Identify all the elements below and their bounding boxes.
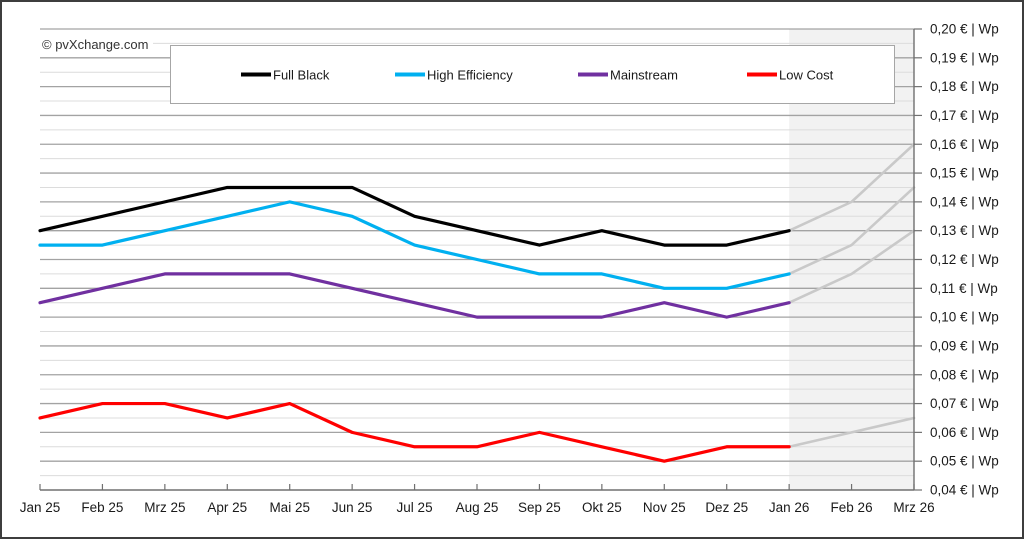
legend-label: Full Black [273, 67, 330, 82]
y-axis-label: 0,14 € | Wp [930, 194, 999, 209]
legend-item-full-black: Full Black [241, 67, 329, 82]
forecast-line-full-black [787, 142, 916, 232]
full-black-swatch-icon [241, 72, 271, 77]
forecast-line-mainstream [787, 229, 916, 305]
low-cost-swatch-icon [747, 72, 777, 77]
series-line-high-efficiency [38, 200, 791, 290]
y-axis-label: 0,18 € | Wp [930, 79, 999, 94]
legend-label: High Efficiency [427, 67, 513, 82]
chart-legend: Full Black High Efficiency Mainstream Lo… [170, 45, 895, 104]
x-axis-label: Sep 25 [518, 500, 561, 515]
x-axis-label: Mrz 26 [893, 500, 934, 515]
forecast-line-low-cost [787, 416, 916, 449]
x-axis-label: Jun 25 [332, 500, 373, 515]
y-axis-label: 0,15 € | Wp [930, 166, 999, 181]
y-axis-label: 0,06 € | Wp [930, 425, 999, 440]
y-axis-label: 0,13 € | Wp [930, 223, 999, 238]
y-axis-label: 0,10 € | Wp [930, 310, 999, 325]
y-axis-label: 0,17 € | Wp [930, 108, 999, 123]
y-axis-label: 0,12 € | Wp [930, 252, 999, 267]
forecast-line-high-efficiency [787, 186, 916, 276]
copyright-label: © pvXchange.com [40, 36, 154, 53]
series-line-mainstream [38, 272, 791, 319]
y-axis-label: 0,19 € | Wp [930, 50, 999, 65]
legend-item-high-efficiency: High Efficiency [395, 67, 513, 82]
x-axis-label: Nov 25 [643, 500, 686, 515]
y-axis-label: 0,20 € | Wp [930, 22, 999, 37]
x-axis-label: Aug 25 [456, 500, 499, 515]
y-axis-label: 0,09 € | Wp [930, 338, 999, 353]
y-axis-label: 0,16 € | Wp [930, 137, 999, 152]
y-axis-label: 0,07 € | Wp [930, 396, 999, 411]
x-axis-label: Jul 25 [397, 500, 433, 515]
legend-label: Mainstream [610, 67, 678, 82]
legend-item-low-cost: Low Cost [747, 67, 833, 82]
x-axis-label: Okt 25 [582, 500, 622, 515]
x-axis-label: Mrz 25 [144, 500, 185, 515]
y-axis-label: 0,08 € | Wp [930, 367, 999, 382]
x-axis-label: Dez 25 [705, 500, 748, 515]
mainstream-swatch-icon [578, 72, 608, 77]
series-line-full-black [38, 185, 791, 247]
x-axis-label: Mai 25 [269, 500, 310, 515]
y-axis-label: 0,05 € | Wp [930, 454, 999, 469]
x-axis-label: Jan 25 [20, 500, 61, 515]
series-line-low-cost [38, 401, 791, 463]
x-axis-label: Apr 25 [207, 500, 247, 515]
x-axis-label: Feb 26 [831, 500, 873, 515]
legend-item-mainstream: Mainstream [578, 67, 678, 82]
y-axis-label: 0,04 € | Wp [930, 483, 999, 498]
legend-label: Low Cost [779, 67, 834, 82]
y-axis-label: 0,11 € | Wp [930, 281, 998, 296]
x-axis-label: Feb 25 [81, 500, 123, 515]
high-efficiency-swatch-icon [395, 72, 425, 77]
x-axis-label: Jan 26 [769, 500, 810, 515]
